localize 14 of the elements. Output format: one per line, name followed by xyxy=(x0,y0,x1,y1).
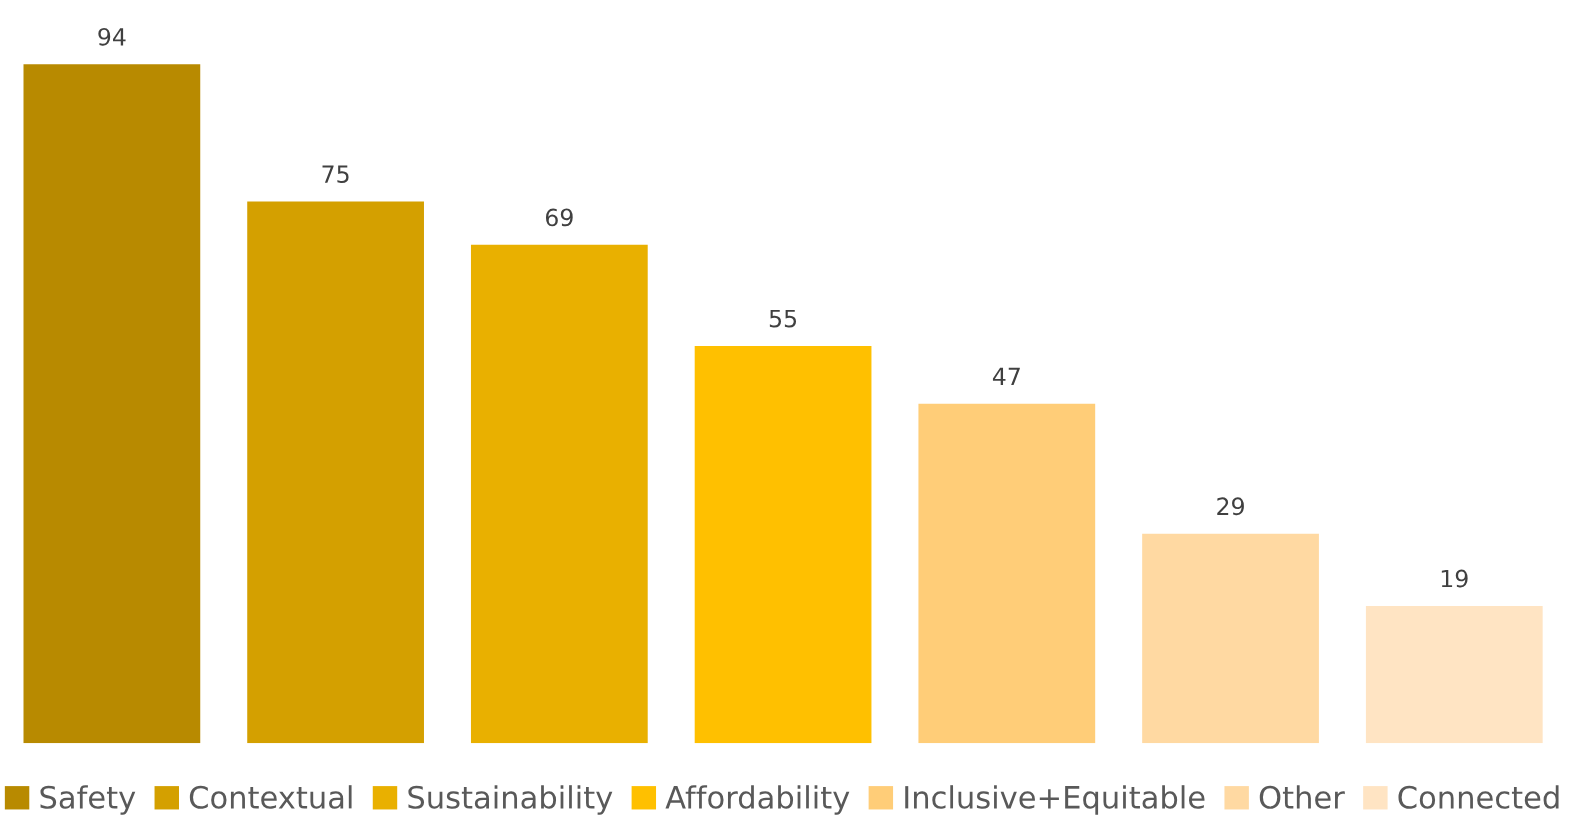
legend-label: Other xyxy=(1259,785,1345,809)
data-label: 94 xyxy=(98,27,126,46)
data-label: 29 xyxy=(1217,497,1244,516)
data-label: 55 xyxy=(769,309,797,328)
legend-label: Affordability xyxy=(665,785,850,815)
data-label: 47 xyxy=(992,367,1020,385)
data-label: 69 xyxy=(545,208,573,227)
data-label: 75 xyxy=(322,165,349,183)
legend-label: Safety xyxy=(40,785,136,815)
legend-label: Sustainability xyxy=(408,785,613,815)
legend-label: Contextual xyxy=(189,785,352,809)
legend-label: Connected xyxy=(1398,785,1559,809)
data-label: 19 xyxy=(1441,569,1468,588)
legend-label: Inclusive+Equitable xyxy=(905,785,1205,815)
